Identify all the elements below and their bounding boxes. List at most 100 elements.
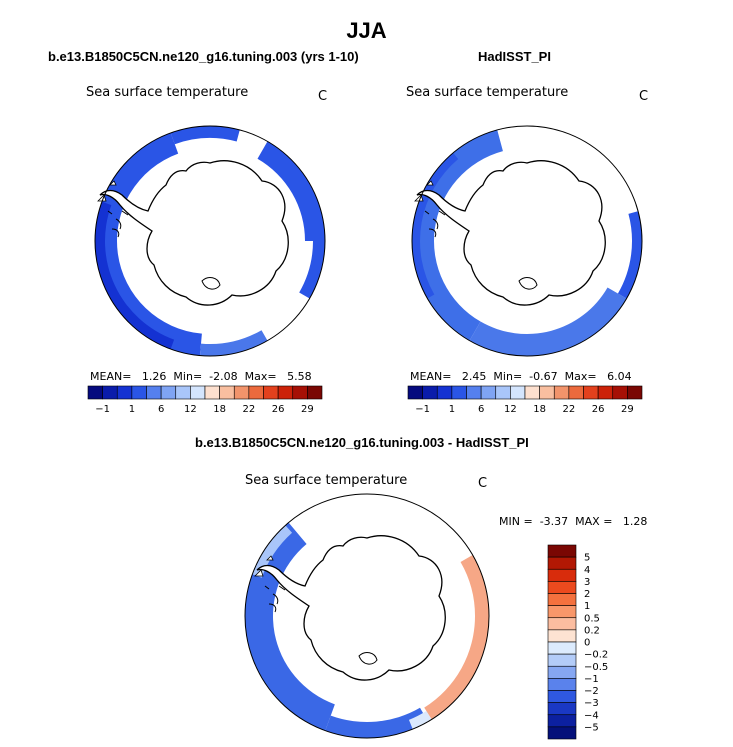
panel-diff-colorbar-box [547, 544, 577, 558]
panel-diff-colorbar-box [547, 617, 577, 631]
panel-obs-colorbar-box [480, 385, 497, 400]
panel-model-colorbar-box [146, 385, 162, 400]
panel-model-colorbar-box [219, 385, 235, 400]
panel-model-colorbar-box [263, 385, 279, 400]
panel-diff-subtitle: b.e13.B1850C5CN.ne120_g16.tuning.003 - H… [195, 435, 529, 450]
panel-obs-colorbar-box [568, 385, 584, 400]
panel-diff-colorbar-box [547, 714, 577, 728]
panel-model-subtitle: b.e13.B1850C5CN.ne120_g16.tuning.003 (yr… [48, 49, 359, 64]
panel-diff-colorbar-tick-label: 4 [584, 565, 590, 576]
panel-obs-sst-region [468, 287, 629, 356]
panel-obs-colorbar-box [451, 385, 467, 400]
panel-diff-colorbar-tick-label: 5 [584, 553, 590, 564]
panel-diff-sst-region [324, 707, 429, 738]
panel-obs-colorbar-tick-label: 22 [563, 404, 576, 415]
panel-model-colorbar-tick-label: 26 [272, 404, 285, 415]
panel-obs-colorbar-tick-label: 12 [504, 404, 517, 415]
panel-model-colorbar-tick-label: 12 [184, 404, 197, 415]
panel-diff-colorbar-tick-label: −4 [584, 710, 599, 721]
panel-diff-colorbar-tick-label: 0.2 [584, 625, 600, 636]
panel-model-colorbar-box [102, 385, 118, 400]
panel-diff-colorbar-box [547, 702, 577, 716]
panel-obs-colorbar-tick-label: 18 [533, 404, 546, 415]
panel-diff-sst-region [245, 521, 335, 733]
panel-diff-colorbar-tick-label: −3 [584, 698, 599, 709]
panel-diff-colorbar-box [547, 568, 577, 582]
panel-model-colorbar-tick-label: −1 [95, 404, 110, 415]
panel-model-colorbar-box [190, 385, 206, 400]
panel-obs-colorbar-box [539, 385, 555, 400]
panel-model-colorbar-tick-label: 18 [213, 404, 226, 415]
panel-model-colorbar-box [292, 385, 308, 400]
panel-diff-colorbar-box [547, 556, 577, 570]
panel-diff-colorbar-tick-label: −1 [584, 674, 599, 685]
panel-model-colorbar-box [204, 385, 220, 400]
panel-obs-colorbar-box [510, 385, 526, 400]
panel-diff-sst-region [408, 710, 433, 731]
panel-obs-map-border [411, 125, 643, 357]
panel-obs-colorbar-box [407, 385, 423, 400]
panel-diff-colorbar-box [547, 678, 577, 691]
panel-diff-sst-region [424, 616, 489, 722]
panel-diff-colorbar-box [547, 593, 577, 606]
panel-obs-colorbar-box [612, 385, 628, 400]
panel-obs-colorbar-box [436, 385, 453, 400]
panel-obs-colorbar-box [553, 385, 570, 400]
panel-model-colorbar-box [233, 385, 250, 400]
panel-diff-colorbar-tick-label: 3 [584, 577, 590, 588]
panel-diff-colorbar-tick-label: 0 [584, 638, 590, 649]
panel-obs-colorbar-box [597, 385, 614, 400]
panel-obs-variable: Sea surface temperature [406, 85, 569, 100]
panel-obs-colorbar-box [422, 385, 438, 400]
panel-model-colorbar-box [131, 385, 147, 400]
panel-obs-colorbar-tick-label: 26 [592, 404, 605, 415]
figure-title: JJA [346, 18, 387, 43]
panel-obs-colorbar-box [524, 385, 540, 400]
panel-diff-colorbar-tick-label: 2 [584, 589, 590, 600]
panel-model-colorbar-box [116, 385, 133, 400]
panel-diff-colorbar-box [547, 726, 577, 740]
panel-diff-map [245, 521, 489, 738]
panel-model-colorbar-box [307, 385, 323, 400]
panel-model-colorbar-box [87, 385, 103, 400]
panel-model-sst-region [299, 241, 325, 300]
panel-obs-colorbar-box [627, 385, 643, 400]
panel-diff-colorbar-box [547, 665, 577, 679]
panel-model-colorbar-box [160, 385, 177, 400]
panel-diff-colorbar-tick-label: −2 [584, 686, 599, 697]
panel-obs-colorbar-tick-label: 1 [449, 404, 455, 415]
panel-model-sst-region [169, 126, 241, 145]
panel-diff-units: C [478, 476, 488, 491]
panel-diff-colorbar-tick-label: 0.5 [584, 613, 600, 624]
panel-model-units: C [318, 89, 328, 104]
panel-model-colorbar-box [248, 385, 264, 400]
panel-model-sst-region [199, 330, 269, 356]
panel-obs-units: C [639, 89, 649, 104]
panel-diff-colorbar-tick-label: 1 [584, 601, 590, 612]
panel-model-colorbar-tick-label: 22 [243, 404, 256, 415]
panel-diff-colorbar-tick-label: −0.5 [584, 662, 608, 673]
panel-diff-sst-region [460, 554, 489, 616]
panel-obs-colorbar-tick-label: −1 [415, 404, 430, 415]
panel-diff-colorbar-box [547, 653, 577, 667]
panel-model-map [95, 126, 325, 356]
panel-obs-stats: MEAN= 2.45 Min= -0.67 Max= 6.04 [410, 370, 632, 383]
panel-model-colorbar-tick-label: 6 [158, 404, 164, 415]
panel-diff-colorbar-box [547, 690, 577, 703]
panel-diff-colorbar-box [547, 641, 577, 655]
panel-model-sst-region [257, 139, 325, 241]
panel-diff-colorbar-box [547, 605, 577, 619]
panel-diff-variable: Sea surface temperature [245, 473, 408, 488]
panel-diff-colorbar-tick-label: −5 [584, 722, 599, 733]
panel-model-colorbar-box [175, 385, 191, 400]
panel-diff-sst-region [250, 523, 293, 578]
panel-model-colorbar-box [277, 385, 294, 400]
panel-diff-colorbar-tick-label: −0.2 [584, 650, 608, 661]
panel-diff-map-border [244, 493, 490, 739]
panel-model-map-border [94, 125, 326, 357]
panel-obs-colorbar-tick-label: 6 [478, 404, 484, 415]
panel-obs-colorbar-box [583, 385, 599, 400]
panel-obs-colorbar-box [466, 385, 482, 400]
panel-model-sst-region [95, 200, 175, 351]
panel-obs-sst-region [412, 151, 459, 300]
